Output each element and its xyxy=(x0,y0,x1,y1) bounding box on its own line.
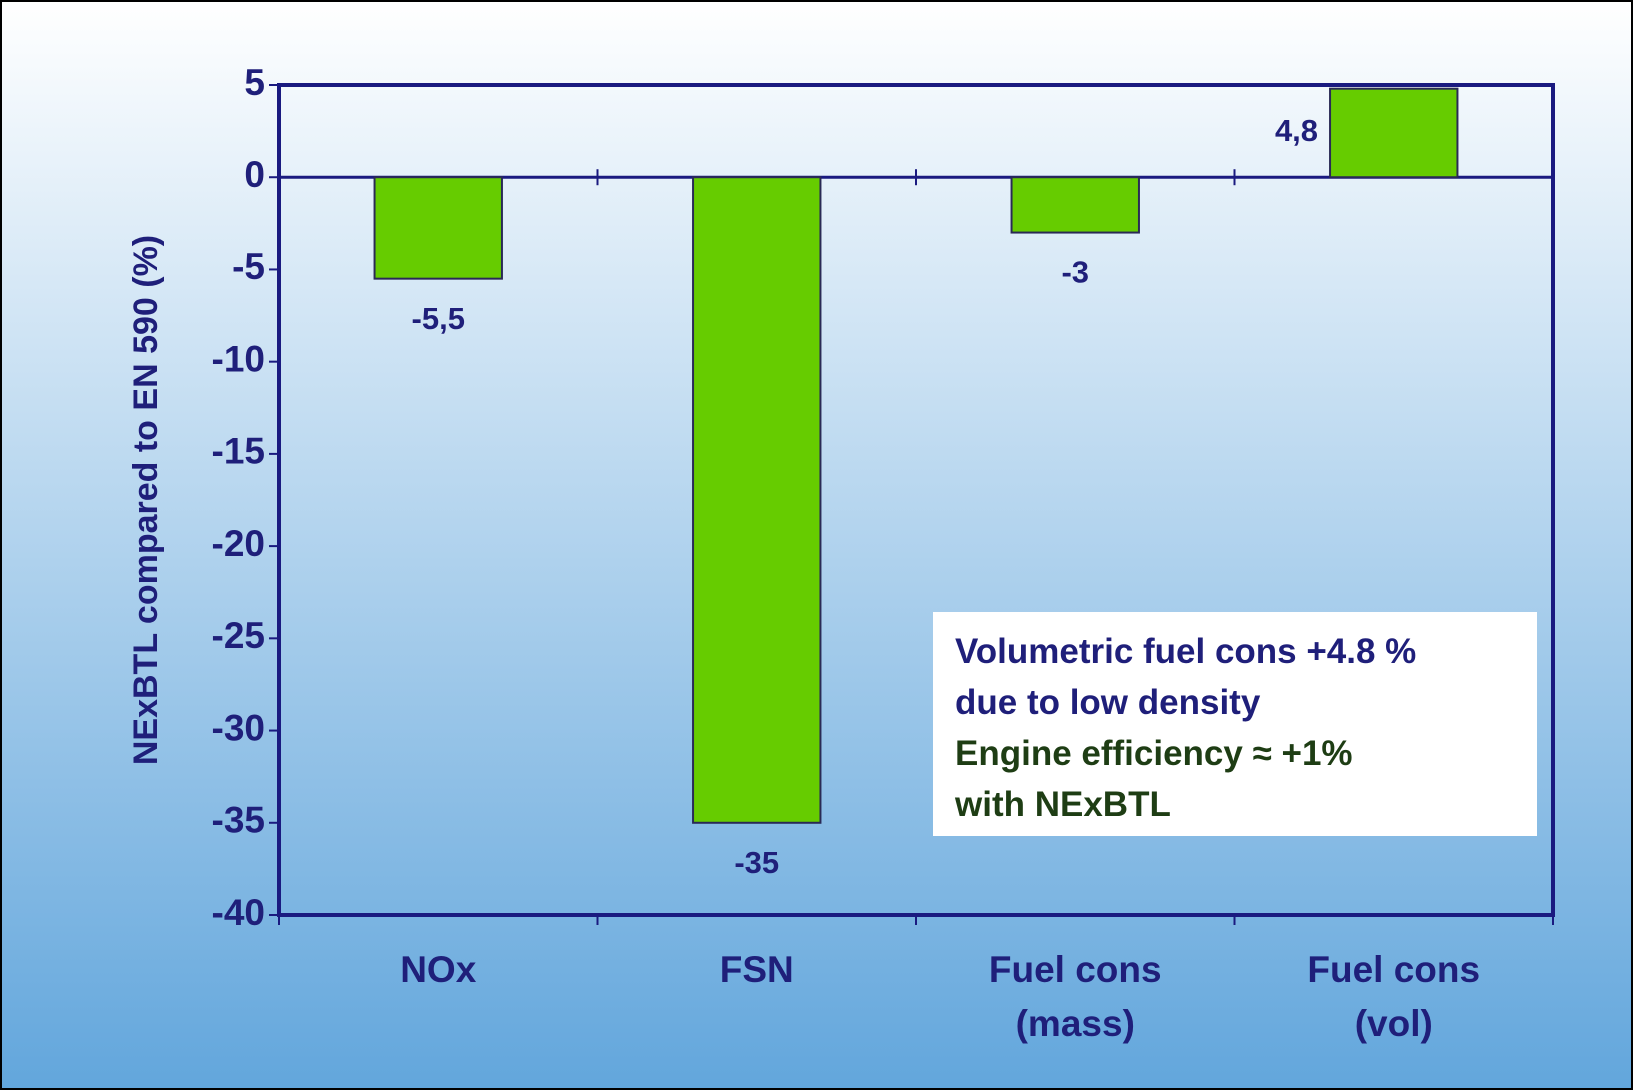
annotation-line: Engine efficiency ≈ +1% xyxy=(955,734,1353,773)
value-label: 4,8 xyxy=(1275,113,1318,148)
x-tick-label: Fuel cons (mass) xyxy=(988,949,1162,1044)
annotation-line: with NExBTL xyxy=(955,785,1171,824)
y-tick-label: -25 xyxy=(212,615,265,656)
annotation-box: Volumetric fuel cons +4.8 % due to low de… xyxy=(933,612,1537,836)
bar xyxy=(1010,176,1140,234)
y-tick-label: -10 xyxy=(212,338,265,379)
y-tick-label: -35 xyxy=(212,800,265,841)
y-tick-label: 0 xyxy=(244,154,265,195)
annotation-line: due to low density xyxy=(955,683,1261,722)
x-tick-label: Fuel cons (vol) xyxy=(1307,949,1481,1044)
value-label: -35 xyxy=(734,845,779,880)
value-label: -5,5 xyxy=(412,301,465,336)
y-tick-label: -30 xyxy=(212,707,265,748)
x-tick-label: FSN xyxy=(719,949,794,990)
y-tick-label: -15 xyxy=(212,431,265,472)
bar xyxy=(692,176,822,824)
x-tick-label: NOx xyxy=(400,949,477,990)
y-tick-label: -5 xyxy=(232,246,265,287)
y-tick-label: -40 xyxy=(212,892,265,933)
y-axis-title: NExBTL compared to EN 590 (%) xyxy=(127,235,165,765)
value-label: -3 xyxy=(1061,255,1089,290)
annotation-line: Volumetric fuel cons +4.8 % xyxy=(955,632,1417,671)
y-tick-label: 5 xyxy=(244,62,265,103)
bar xyxy=(373,176,503,280)
bar xyxy=(1329,87,1459,179)
y-tick-label: -20 xyxy=(212,523,265,564)
